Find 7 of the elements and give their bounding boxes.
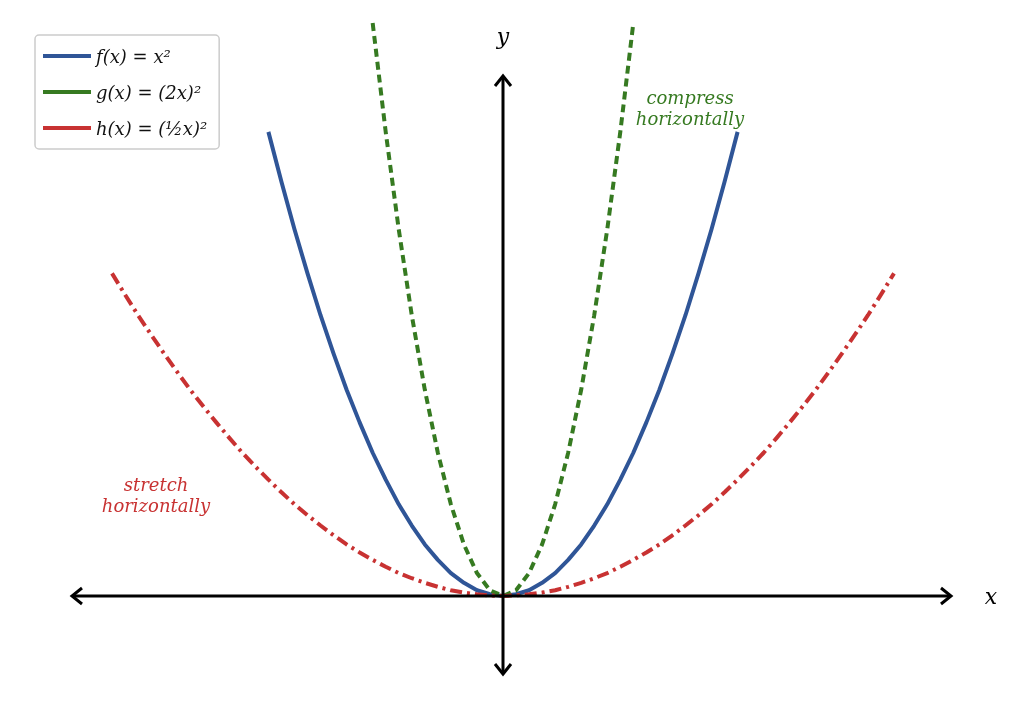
legend-label: g(x) = (2x)² [96, 81, 202, 103]
annotation: compress horizontally [635, 87, 745, 129]
legend-label: h(x) = (½x)² [96, 117, 208, 139]
x-axis-title: x [984, 583, 998, 609]
legend-label: f(x) = x² [94, 45, 171, 67]
y-axis-title: y [495, 23, 510, 49]
annotation: stretch horizontally [101, 474, 211, 516]
